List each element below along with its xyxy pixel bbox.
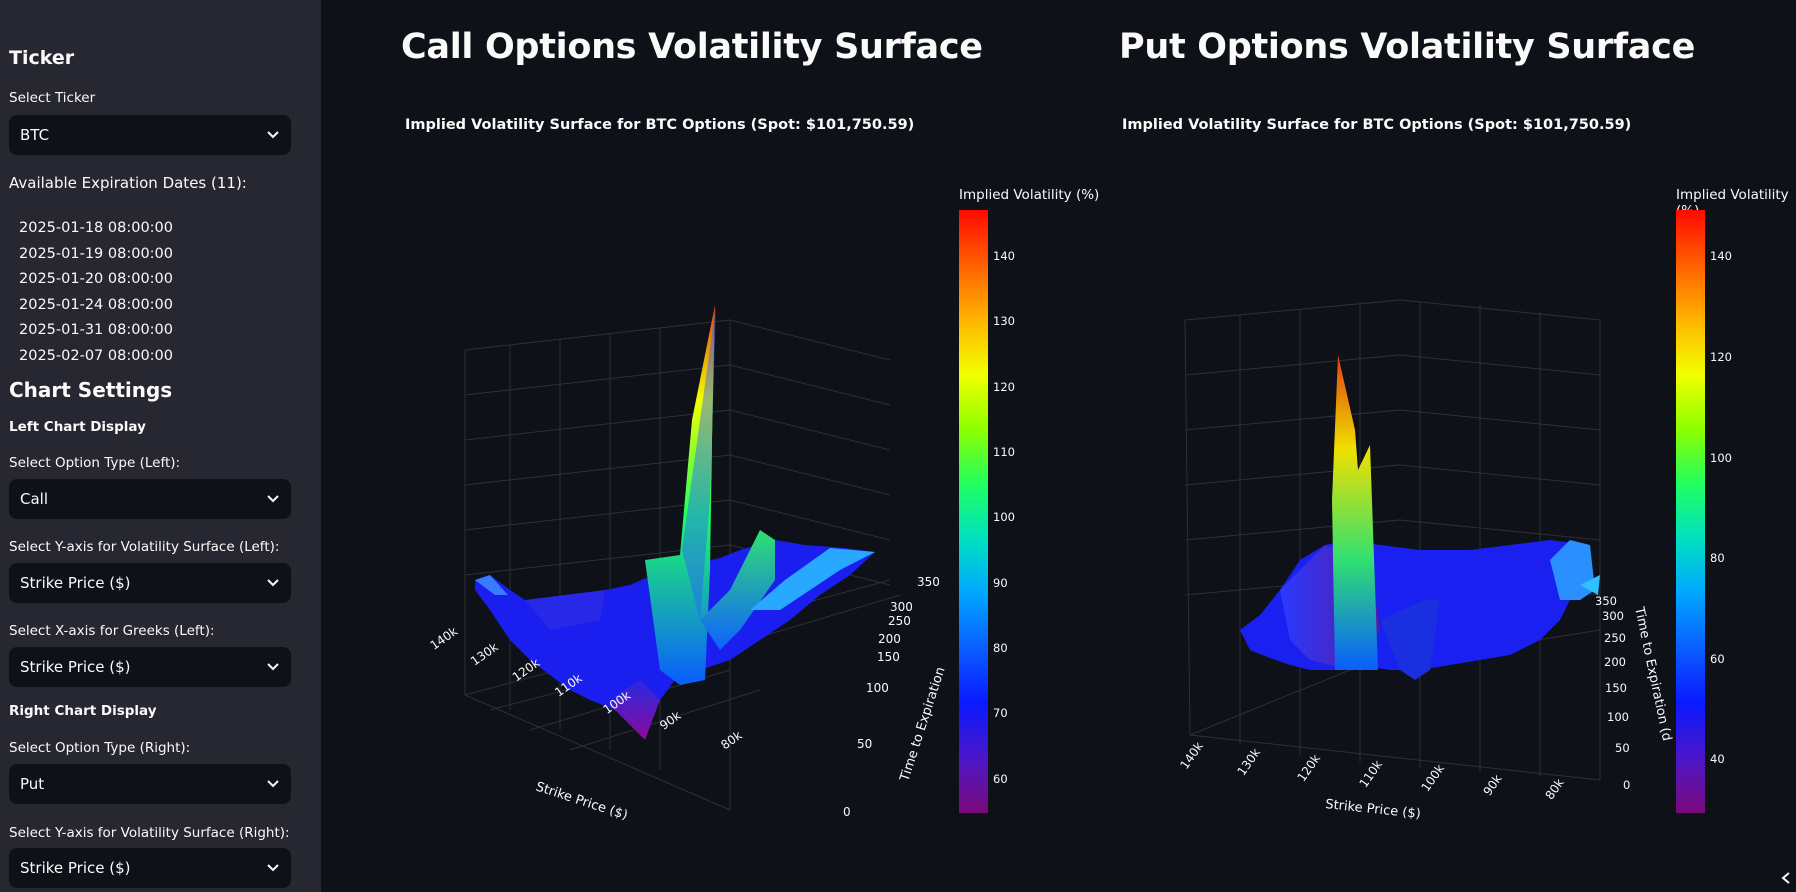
left-yaxis-value: Strike Price ($): [20, 574, 131, 592]
x-axis-title: Strike Price ($): [534, 780, 630, 820]
colorbar-tick: 140: [1710, 249, 1732, 263]
left-page-title: Call Options Volatility Surface: [401, 27, 983, 67]
y-tick-label: 200: [1604, 655, 1626, 669]
left-yaxis-label: Select Y-axis for Volatility Surface (Le…: [9, 539, 280, 555]
y-tick-label: 0: [843, 805, 851, 819]
x-axis-ticks: 140k 130k 120k 110k 100k 90k 80k: [1177, 739, 1566, 802]
x-tick-label: 130k: [468, 640, 501, 669]
colorbar-tick: 90: [993, 576, 1008, 590]
left-xaxis-label: Select X-axis for Greeks (Left):: [9, 623, 215, 639]
right-yaxis-select[interactable]: Strike Price ($): [9, 848, 291, 888]
left-xaxis-value: Strike Price ($): [20, 658, 131, 676]
list-item: 2025-01-31 08:00:00: [19, 322, 173, 338]
ticker-select[interactable]: BTC: [9, 115, 291, 155]
colorbar-tick: 130: [993, 314, 1015, 328]
chart-title: Implied Volatility Surface for BTC Optio…: [405, 117, 915, 133]
colorbar-tick: 60: [993, 772, 1008, 786]
x-tick-label: 140k: [430, 624, 460, 653]
colorbar-tick: 80: [993, 641, 1008, 655]
ticker-select-value: BTC: [20, 126, 50, 144]
list-item: 2025-02-07 08:00:00: [19, 347, 173, 364]
expiration-heading: Available Expiration Dates (11):: [9, 174, 247, 192]
chevron-down-icon: [266, 576, 280, 590]
chevron-down-icon: [266, 128, 280, 142]
y-tick-label: 100: [1607, 710, 1629, 724]
left-option-type-value: Call: [20, 490, 49, 508]
list-item: 2025-01-18 08:00:00: [19, 220, 173, 236]
x-tick-label: 80k: [1543, 776, 1567, 802]
right-display-heading: Right Chart Display: [9, 703, 157, 719]
x-tick-label: 130k: [1235, 746, 1264, 779]
x-tick-label: 110k: [1357, 758, 1386, 791]
y-tick-label: 200: [878, 632, 901, 646]
colorbar-tick: 40: [1710, 752, 1725, 766]
y-tick-label: 100: [866, 681, 889, 695]
chevron-down-icon: [266, 777, 280, 791]
x-tick-label: 100k: [1419, 762, 1448, 795]
colorbar-tick: 60: [1710, 652, 1725, 666]
left-option-type-select[interactable]: Call: [9, 479, 291, 519]
y-axis-ticks: 0 50 100 150 200 250 300 350: [1595, 594, 1630, 792]
expiration-date-list[interactable]: 2025-01-18 08:00:00 2025-01-19 08:00:00 …: [9, 216, 299, 364]
y-tick-label: 300: [1602, 609, 1624, 623]
y-tick-label: 50: [1615, 741, 1630, 755]
colorbar-tick: 120: [993, 380, 1015, 394]
list-item: 2025-01-19 08:00:00: [19, 245, 173, 262]
volatility-surface: [1240, 355, 1600, 680]
grid-lines: [1184, 299, 1601, 781]
x-tick-label: 120k: [1295, 752, 1324, 785]
left-xaxis-select[interactable]: Strike Price ($): [9, 647, 291, 687]
x-tick-label: 90k: [1481, 772, 1505, 798]
sidebar: Ticker Select Ticker BTC Available Expir…: [0, 0, 321, 892]
colorbar-tick: 100: [1710, 451, 1732, 465]
chevron-down-icon: [266, 492, 280, 506]
y-axis-title: Time to Expiration: [897, 665, 948, 784]
colorbar-tick: 70: [993, 706, 1008, 720]
y-axis-ticks: 0 50 100 150 200 250 300 350: [843, 575, 940, 819]
colorbar: [1676, 210, 1705, 813]
colorbar-title: Implied Volatility (%): [959, 187, 1100, 203]
colorbar-tick: 100: [993, 510, 1015, 524]
chart-settings-heading: Chart Settings: [9, 378, 173, 402]
chart-title: Implied Volatility Surface for BTC Optio…: [1122, 117, 1632, 133]
y-tick-label: 50: [857, 737, 872, 751]
y-tick-label: 150: [1605, 681, 1627, 695]
y-tick-label: 250: [1604, 631, 1626, 645]
chevron-left-icon[interactable]: [1780, 870, 1794, 884]
list-item: 2025-01-20 08:00:00: [19, 271, 173, 287]
right-yaxis-label: Select Y-axis for Volatility Surface (Ri…: [9, 825, 290, 841]
chevron-down-icon: [266, 861, 280, 875]
colorbar-tick: 110: [993, 445, 1015, 459]
y-tick-label: 350: [1595, 594, 1617, 608]
select-ticker-label: Select Ticker: [9, 90, 96, 106]
left-yaxis-select[interactable]: Strike Price ($): [9, 563, 291, 603]
x-tick-label: 90k: [657, 708, 683, 732]
y-axis-title: Time to Expiration (d: [1631, 605, 1674, 743]
right-page-title: Put Options Volatility Surface: [1119, 27, 1696, 67]
left-option-type-label: Select Option Type (Left):: [9, 455, 181, 471]
x-tick-label: 140k: [1177, 739, 1206, 772]
right-option-type-select[interactable]: Put: [9, 764, 291, 804]
chevron-down-icon: [266, 660, 280, 674]
colorbar-tick: 120: [1710, 350, 1732, 364]
right-option-type-value: Put: [20, 775, 45, 793]
x-axis-title: Strike Price ($): [1325, 797, 1422, 820]
put-surface-plot[interactable]: 140k 130k 120k 110k 100k 90k 80k Strike …: [1150, 200, 1710, 820]
colorbar-tick: 80: [1710, 551, 1725, 565]
list-item: 2025-01-24 08:00:00: [19, 296, 173, 313]
y-tick-label: 150: [877, 650, 900, 664]
volatility-surface: [475, 305, 875, 740]
y-tick-label: 300: [890, 600, 913, 614]
ticker-heading: Ticker: [9, 47, 75, 69]
y-tick-label: 350: [917, 575, 940, 589]
x-tick-label: 80k: [718, 728, 744, 752]
y-tick-label: 250: [888, 614, 911, 628]
y-tick-label: 0: [1623, 778, 1630, 792]
colorbar: [959, 210, 988, 813]
call-surface-plot[interactable]: 140k 130k 120k 110k 100k 90k 80k Strike …: [430, 200, 990, 820]
left-display-heading: Left Chart Display: [9, 419, 146, 435]
colorbar-tick: 140: [993, 249, 1015, 263]
right-yaxis-value: Strike Price ($): [20, 859, 131, 877]
right-option-type-label: Select Option Type (Right):: [9, 740, 191, 756]
